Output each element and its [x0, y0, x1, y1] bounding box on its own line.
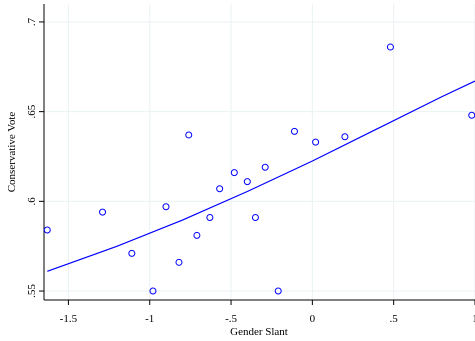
data-point [128, 249, 136, 257]
y-tick-label: .7 [26, 17, 38, 26]
data-point [175, 258, 183, 266]
y-tick-label: .6 [26, 197, 38, 206]
x-tick-label: -.5 [225, 313, 237, 325]
y-axis-ticks: .55 .6 .65 .7 [26, 17, 44, 298]
data-point [274, 287, 282, 295]
data-point [386, 43, 394, 51]
fit-line [47, 80, 475, 272]
x-tick-label: -1.5 [60, 313, 78, 325]
y-tick-label: .65 [26, 104, 38, 118]
data-point [290, 127, 298, 135]
data-point [185, 131, 193, 139]
data-point [251, 213, 259, 221]
grid-lines [44, 4, 475, 300]
x-axis-ticks: -1.5 -1 -.5 0 .5 1 [60, 300, 475, 325]
fit-line-layer [47, 80, 475, 272]
data-point [149, 287, 157, 295]
x-tick-label: 0 [310, 313, 316, 325]
data-point [206, 213, 214, 221]
plot-background [44, 4, 475, 300]
data-points [43, 43, 475, 295]
x-tick-label: -1 [145, 313, 154, 325]
data-point [261, 163, 269, 171]
x-tick-label: 1 [472, 313, 475, 325]
x-axis-title: Gender Slant [230, 326, 288, 338]
data-point [312, 138, 320, 146]
data-point [99, 208, 107, 216]
data-point [341, 133, 349, 141]
y-tick-label: .55 [26, 284, 38, 298]
data-point [193, 231, 201, 239]
data-point [43, 226, 51, 234]
data-point [216, 185, 224, 193]
data-point [162, 203, 170, 211]
x-tick-label: .5 [390, 313, 399, 325]
y-axis-title: Conservative Vote [6, 112, 18, 193]
data-point [230, 169, 238, 177]
data-point [243, 178, 251, 186]
